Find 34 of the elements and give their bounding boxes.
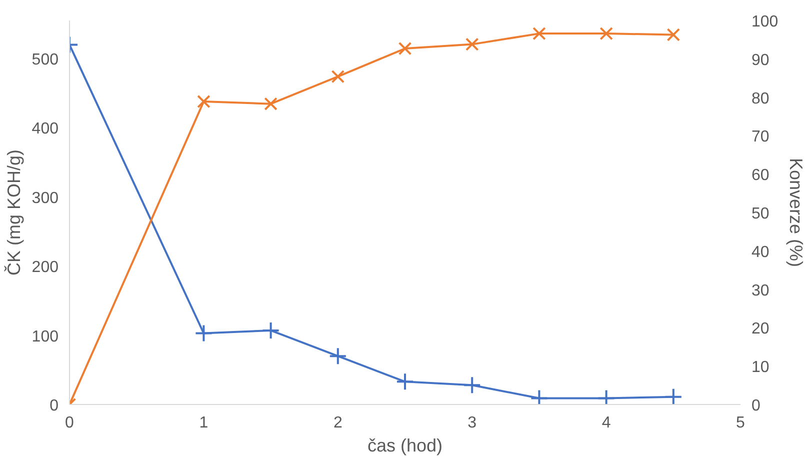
point <box>396 372 414 391</box>
point <box>463 376 482 394</box>
y2-tick-label: 10 <box>752 359 770 376</box>
point <box>664 388 682 404</box>
y-tick-label: 500 <box>32 52 59 69</box>
y2-tick-label: 30 <box>752 282 770 300</box>
point <box>262 321 280 340</box>
y-tick-label: 100 <box>32 328 59 346</box>
y2-tick-label: 40 <box>752 244 770 261</box>
y2-axis-title: Konverze (%) <box>786 158 806 268</box>
x-tick-label: 0 <box>65 414 74 432</box>
x-axis-title: čas (hod) <box>367 436 443 456</box>
x-tick-label: 1 <box>199 414 208 432</box>
y-tick-label: 400 <box>32 120 59 138</box>
point <box>328 347 347 366</box>
x-tick-label: 2 <box>333 414 342 432</box>
y-axis-title: ČK (mg KOH/g) <box>4 149 24 276</box>
x-tick-label: 4 <box>602 414 611 432</box>
point <box>530 389 548 404</box>
y2-tick-label: 70 <box>752 128 770 146</box>
y2-tick-label: 20 <box>752 320 770 338</box>
y2-tick-label: 0 <box>752 398 760 414</box>
y2-tick-label: 100 <box>752 14 778 30</box>
point <box>597 389 616 404</box>
x-tick-label: 3 <box>468 414 477 432</box>
y2-tick-label: 50 <box>752 206 770 222</box>
point <box>194 324 213 342</box>
y-tick-label: 0 <box>50 398 59 414</box>
y2-tick-label: 90 <box>752 52 770 69</box>
y2-tick-label: 60 <box>752 167 770 184</box>
y-tick-label: 200 <box>32 259 59 276</box>
x-tick-label: 5 <box>736 414 746 432</box>
y-tick-label: 300 <box>32 190 59 207</box>
y2-tick-label: 80 <box>752 90 770 108</box>
